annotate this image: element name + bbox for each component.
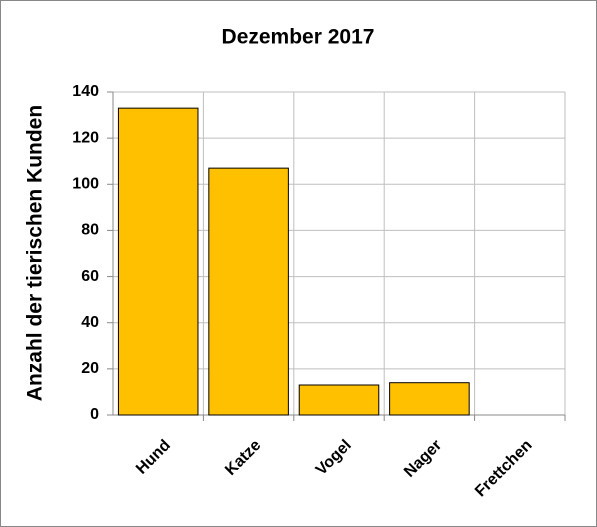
y-tick-label: 0 bbox=[90, 406, 99, 423]
y-tick-label: 40 bbox=[81, 314, 99, 331]
bar bbox=[117, 107, 199, 416]
bar bbox=[389, 382, 470, 416]
bar bbox=[298, 384, 380, 416]
y-tick-label: 20 bbox=[81, 360, 99, 377]
y-tick-label: 60 bbox=[81, 268, 99, 285]
y-tick-label: 120 bbox=[72, 129, 99, 146]
chart-title: Dezember 2017 bbox=[222, 26, 375, 49]
bar bbox=[208, 167, 289, 416]
y-tick-label: 140 bbox=[72, 83, 99, 100]
y-tick-label: 80 bbox=[81, 222, 99, 239]
y-axis-label: Anzahl der tierischen Kunden bbox=[24, 105, 47, 401]
y-tick-label: 100 bbox=[72, 176, 99, 193]
